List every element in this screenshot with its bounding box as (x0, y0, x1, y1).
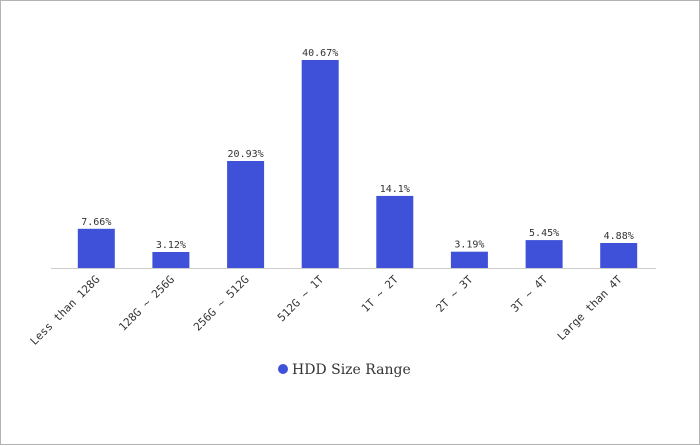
x-tick-label: 256G ~ 512G (191, 273, 252, 334)
bar[interactable] (376, 195, 414, 268)
bar[interactable] (525, 240, 563, 268)
x-tick-label: 1T ~ 2T (359, 273, 401, 315)
data-label: 3.19% (454, 240, 484, 251)
bar[interactable] (450, 251, 488, 268)
data-label: 7.66% (81, 217, 111, 228)
x-tick-label: Large than 4T (555, 273, 625, 343)
legend-label: HDD Size Range (292, 362, 411, 378)
legend[interactable]: HDD Size Range (278, 362, 411, 378)
data-label: 20.93% (228, 149, 264, 160)
data-label: 3.12% (156, 240, 186, 251)
bar[interactable] (301, 60, 339, 268)
bar[interactable] (227, 161, 265, 268)
data-label: 14.1% (380, 184, 410, 195)
bar[interactable] (77, 228, 115, 268)
legend-marker (278, 364, 288, 374)
x-tick-label: Less than 128G (28, 273, 103, 348)
x-tick-label: 512G ~ 1T (275, 273, 327, 325)
data-label: 5.45% (529, 228, 559, 239)
data-label: 40.67% (302, 48, 338, 59)
bar[interactable] (600, 243, 638, 268)
x-tick-label: 2T ~ 3T (434, 273, 476, 315)
x-tick-label: 128G ~ 256G (116, 273, 177, 334)
x-tick-label: 3T ~ 4T (508, 273, 550, 315)
data-label: 4.88% (604, 231, 634, 242)
bar[interactable] (152, 252, 190, 268)
